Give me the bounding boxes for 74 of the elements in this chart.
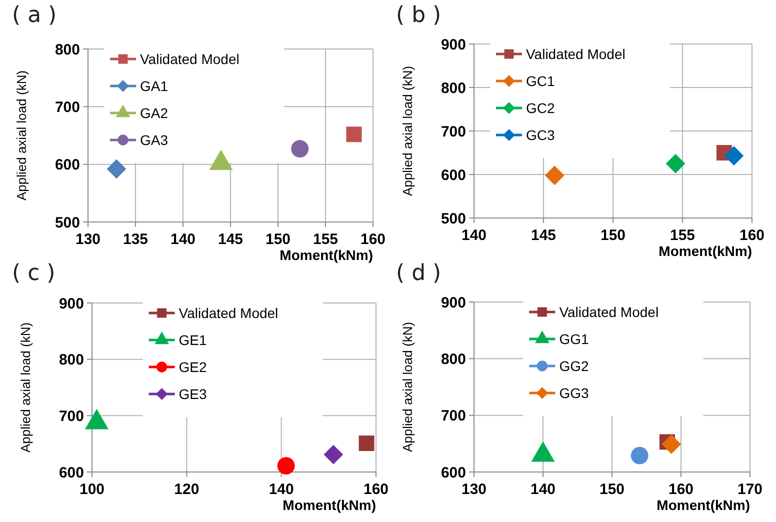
x-tick-label: 150	[599, 481, 625, 498]
point	[662, 434, 682, 454]
legend-label: Validated Model	[526, 46, 626, 62]
x-tick-label: 160	[360, 231, 386, 248]
chart-title: ( b )	[396, 3, 442, 28]
point	[291, 140, 309, 158]
y-tick-label: 800	[54, 41, 80, 58]
x-tick-label: 100	[79, 481, 105, 498]
legend-label: GE1	[178, 332, 208, 348]
legend-label: GG1	[559, 330, 589, 347]
y-tick-label: 600	[440, 166, 466, 184]
y-tick-label: 800	[58, 352, 84, 369]
x-tick-label: 145	[530, 227, 556, 244]
point	[544, 166, 564, 186]
x-tick-label: 160	[668, 481, 694, 498]
y-tick-label: 500	[440, 210, 466, 228]
y-tick-label: 700	[54, 98, 80, 116]
y-tick-label: 800	[440, 80, 466, 97]
legend-label: GE3	[178, 386, 208, 402]
legend-label: GC3	[526, 126, 555, 143]
legend-label: GG3	[559, 384, 589, 401]
x-tick-label: 155	[670, 227, 696, 244]
legend-label: Validated Model	[140, 50, 240, 67]
y-tick-label: 700	[440, 408, 466, 425]
y-tick-label: 500	[54, 214, 80, 232]
legend-label: GA1	[140, 78, 168, 94]
x-tick-label: 140	[268, 481, 294, 498]
x-tick-label: 135	[122, 231, 148, 248]
y-axis-title: Applied axial load (kN)	[400, 66, 415, 196]
y-tick-label: 600	[58, 464, 84, 482]
y-tick-label: 900	[440, 36, 466, 54]
x-axis-title: Moment(kNm)	[656, 497, 750, 513]
y-tick-label: 700	[58, 408, 84, 425]
point	[724, 146, 744, 166]
y-tick-label: 600	[440, 464, 466, 482]
x-axis-title: Moment(kNm)	[282, 497, 376, 513]
x-tick-label: 130	[461, 481, 487, 498]
chart-title: ( a )	[12, 3, 57, 28]
legend-label: Validated Model	[559, 304, 659, 320]
y-axis-title: Applied axial load (kN)	[400, 322, 415, 452]
legend-label: GG2	[559, 358, 589, 374]
x-tick-label: 145	[218, 231, 244, 248]
legend-label: Validated Model	[178, 304, 278, 321]
x-tick-label: 170	[737, 481, 763, 498]
y-axis-title: Applied axial load (kN)	[14, 70, 29, 201]
x-tick-label: 150	[600, 227, 626, 244]
y-tick-label: 800	[440, 350, 466, 368]
point	[630, 446, 648, 464]
x-tick-label: 155	[312, 231, 338, 248]
x-tick-label: 130	[75, 231, 101, 248]
x-tick-label: 140	[530, 481, 556, 498]
legend-label: GC1	[526, 72, 555, 89]
chart-title: ( c )	[12, 261, 56, 286]
x-axis-title: Moment(kNm)	[280, 247, 373, 263]
point	[106, 159, 126, 179]
x-tick-label: 150	[265, 231, 291, 248]
x-tick-label: 160	[739, 227, 765, 244]
legend-label: GE2	[178, 358, 208, 375]
chart-title: ( d )	[396, 261, 442, 286]
y-tick-label: 600	[54, 156, 80, 174]
legend-label: GC2	[526, 100, 555, 116]
x-tick-label: 120	[174, 481, 200, 498]
x-tick-label: 160	[363, 481, 389, 498]
x-tick-label: 140	[461, 227, 487, 244]
x-axis-title: Moment(kNm)	[658, 243, 752, 259]
y-tick-label: 900	[440, 294, 466, 312]
legend-label: GA3	[140, 132, 168, 148]
y-tick-label: 700	[440, 123, 466, 140]
y-tick-label: 900	[58, 295, 84, 312]
point	[666, 154, 686, 174]
point	[346, 126, 362, 142]
legend-label: GA2	[140, 104, 168, 121]
y-axis-title: Applied axial load (kN)	[18, 322, 33, 453]
x-tick-label: 140	[170, 231, 196, 248]
